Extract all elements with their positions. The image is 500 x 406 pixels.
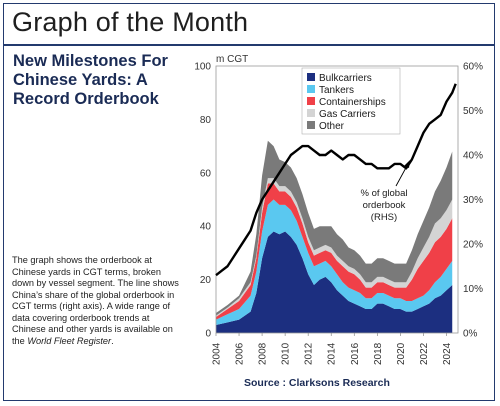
page-title: Graph of the Month — [12, 7, 249, 37]
y2-tick-label: 50% — [463, 106, 483, 117]
x-axis-ticks: 2004 2006 2008 2010 2012 2014 2016 2018 2020 2022… — [212, 333, 453, 365]
x-tick-label: 2024 — [442, 342, 453, 365]
stacked-areas — [216, 140, 453, 333]
area-containerships — [216, 183, 453, 320]
legend-box — [301, 67, 401, 135]
x-tick-label: 2022 — [419, 342, 430, 365]
y-tick-label: 20 — [200, 275, 212, 286]
x-tick-label: 2004 — [212, 342, 223, 365]
y2-tick-label: 30% — [463, 195, 483, 206]
x-tick-label: 2012 — [304, 342, 315, 365]
legend-swatch-other — [307, 121, 315, 129]
y-tick-label: 100 — [194, 62, 211, 73]
y2-tick-label: 20% — [463, 240, 483, 251]
annotation-line-1: % of global — [360, 188, 407, 199]
legend-swatch-gas-carriers — [307, 109, 315, 117]
description-text: The graph shows the orderbook at Chinese… — [12, 255, 179, 346]
line-annotation: % of global orderbook (RHS) — [360, 160, 410, 223]
plot-frame — [215, 65, 459, 334]
x-tick-label: 2010 — [281, 342, 292, 365]
x-tick-label: 2018 — [373, 342, 384, 365]
x-tick-label: 2006 — [235, 342, 246, 365]
source-credit: Source : Clarksons Research — [244, 377, 390, 389]
x-tick-label: 2016 — [350, 342, 361, 365]
legend-label-bulkcarriers: Bulkcarriers — [319, 73, 372, 84]
left-axis-unit: m CGT — [216, 54, 248, 65]
annotation-arrow-shaft — [395, 163, 409, 187]
china-share-line — [215, 83, 457, 277]
area-bulkcarriers — [216, 231, 453, 333]
right-axis-ticks: 0% 10% 20% 30% 40% 50% 60% — [463, 62, 483, 340]
y2-tick-label: 0% — [463, 329, 478, 340]
legend-label-other: Other — [319, 121, 345, 132]
y-tick-label: 60 — [200, 168, 212, 179]
y2-tick-label: 10% — [463, 284, 483, 295]
area-tankers — [216, 199, 453, 325]
legend-label-gas-carriers: Gas Carriers — [319, 109, 376, 120]
chart-description: The graph shows the orderbook at Chinese… — [12, 255, 185, 347]
legend-swatch-tankers — [307, 85, 315, 93]
annotation-line-3: (RHS) — [371, 212, 397, 223]
area-other — [216, 140, 453, 316]
legend-swatch-containerships — [307, 97, 315, 105]
area-gas-carriers — [216, 178, 453, 317]
chart-headline: New Milestones For Chinese Yards: A Reco… — [13, 52, 168, 108]
legend-swatch-bulkcarriers — [307, 73, 315, 81]
y2-tick-label: 40% — [463, 151, 483, 162]
x-tick-label: 2014 — [327, 342, 338, 365]
x-tick-label: 2008 — [258, 342, 269, 365]
description-end: . — [111, 335, 114, 346]
legend-label-tankers: Tankers — [319, 85, 354, 96]
x-tick-label: 2020 — [396, 342, 407, 365]
y2-tick-label: 60% — [463, 62, 483, 73]
annotation-arrow-head — [404, 160, 410, 168]
y-tick-label: 40 — [200, 222, 212, 233]
china-share-line-group — [215, 83, 457, 277]
legend-label-containerships: Containerships — [319, 97, 386, 108]
y-tick-label: 0 — [205, 329, 211, 340]
title-divider — [3, 44, 495, 46]
left-axis-ticks: 0 20 40 60 80 100 — [194, 62, 211, 340]
world-fleet-register-reference: World Fleet Register — [27, 335, 112, 346]
annotation-line-2: orderbook — [363, 200, 406, 211]
page-frame — [3, 3, 495, 401]
y-tick-label: 80 — [200, 115, 212, 126]
